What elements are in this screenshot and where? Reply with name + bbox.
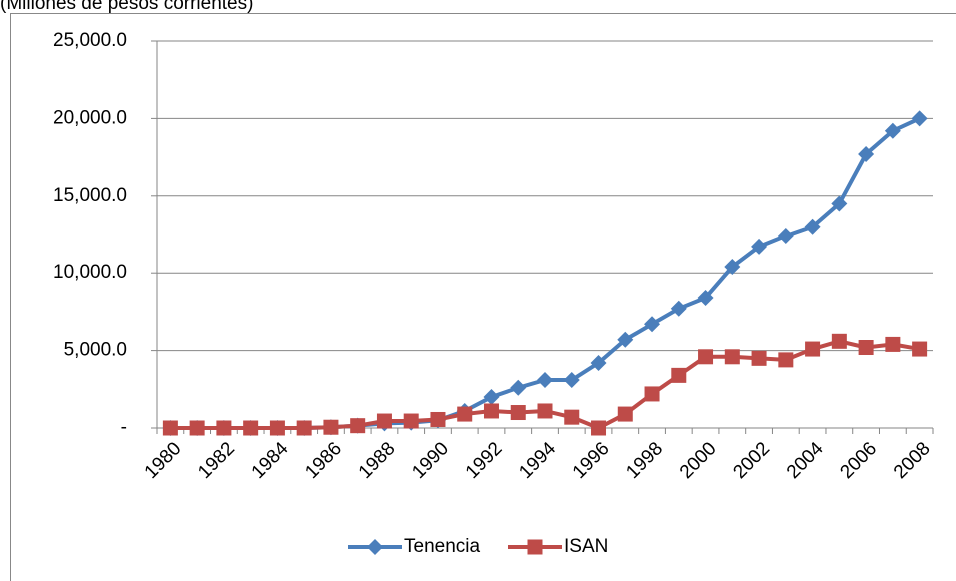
point (323, 419, 339, 435)
point (911, 110, 928, 127)
point (805, 341, 821, 357)
point (510, 379, 527, 396)
point (778, 352, 794, 368)
legend-label: ISAN (564, 536, 608, 557)
point (483, 403, 499, 419)
point (403, 413, 419, 429)
x-tick-label: 1980 (141, 438, 186, 483)
point (858, 146, 875, 163)
point (884, 122, 901, 139)
x-tick-label: 2008 (890, 438, 935, 483)
point (296, 420, 312, 436)
point (564, 409, 580, 425)
point (724, 349, 740, 365)
point (537, 372, 553, 389)
y-tick-label: 20,000.0 (53, 107, 127, 128)
x-tick-label: 1986 (301, 438, 346, 483)
point (751, 350, 767, 366)
point (671, 367, 687, 383)
point (858, 340, 874, 356)
point (777, 228, 794, 245)
point (698, 349, 714, 365)
point (831, 333, 847, 349)
x-tick-label: 1992 (462, 438, 507, 483)
legend-label: Tenencia (404, 536, 480, 557)
x-tick-label: 1988 (355, 438, 400, 483)
point (350, 418, 366, 434)
point (591, 420, 607, 436)
point (430, 411, 446, 427)
y-tick-label: 5,000.0 (64, 340, 127, 361)
legend-marker (367, 539, 383, 555)
x-tick-label: 1996 (569, 438, 614, 483)
legend-marker (527, 539, 543, 555)
x-tick-label: 2004 (783, 438, 828, 483)
point (617, 331, 634, 348)
x-tick-label: 1984 (248, 438, 293, 483)
point (243, 420, 259, 436)
x-tick-label: 2006 (836, 438, 881, 483)
point (831, 195, 848, 212)
chart-subtitle: (Millones de pesos corrientes) (0, 0, 253, 14)
point (162, 420, 178, 436)
point (644, 316, 661, 333)
point (483, 389, 500, 406)
point (804, 218, 821, 235)
x-tick-label: 2002 (729, 438, 774, 483)
point (457, 406, 473, 422)
point (751, 238, 768, 255)
point (912, 341, 928, 357)
point (697, 289, 714, 306)
point (563, 372, 580, 389)
point (885, 336, 901, 352)
y-tick-label: 25,000.0 (53, 30, 127, 51)
x-tick-label: 2000 (676, 438, 721, 483)
point (376, 413, 392, 429)
x-tick-label: 1982 (194, 438, 239, 483)
point (537, 403, 553, 419)
point (189, 420, 205, 436)
point (216, 420, 232, 436)
point (644, 386, 660, 402)
point (617, 406, 633, 422)
y-tick-label: 10,000.0 (53, 262, 127, 283)
y-tick-label: - (121, 417, 127, 438)
point (670, 300, 687, 317)
x-tick-label: 1990 (408, 438, 453, 483)
x-tick-label: 1998 (622, 438, 667, 483)
point (510, 405, 526, 421)
point (269, 420, 285, 436)
point (590, 354, 607, 371)
y-tick-label: 15,000.0 (53, 185, 127, 206)
point (724, 259, 741, 276)
x-tick-label: 1994 (515, 438, 560, 483)
